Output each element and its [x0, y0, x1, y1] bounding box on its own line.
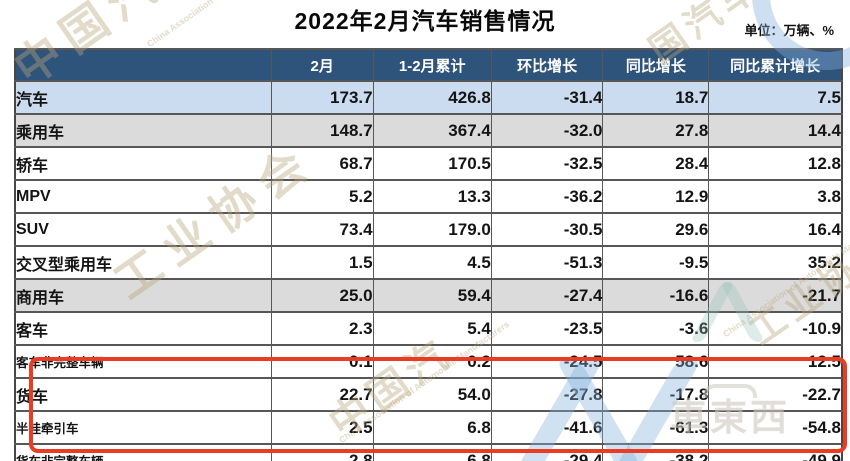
header-row: 2月 1-2月累计 环比增长 同比增长 同比累计增长 [14, 48, 843, 82]
value-cell: -30.5 [490, 212, 604, 247]
row-label: 半挂牵引车 [14, 410, 272, 445]
value-cell: -22.7 [708, 377, 843, 412]
table-row: 乘用车 148.7 367.4 -32.0 27.8 14.4 [14, 113, 843, 148]
value-cell: 4.5 [372, 245, 492, 280]
table-row: 汽车 173.7 426.8 -31.4 18.7 7.5 [14, 80, 843, 115]
value-cell: 16.4 [708, 212, 843, 247]
value-cell: 179.0 [372, 212, 492, 247]
sales-table: 2月 1-2月累计 环比增长 同比增长 同比累计增长 汽车 173.7 426.8 -31.4… [14, 48, 843, 461]
value-cell: 148.7 [270, 113, 374, 148]
value-cell: -29.4 [490, 443, 604, 461]
table-row: 轿车 68.7 170.5 -32.5 28.4 12.8 [14, 146, 843, 181]
table-body: 汽车 173.7 426.8 -31.4 18.7 7.5 乘用车 148.7 367.4 -32… [14, 80, 843, 461]
page-title: 2022年2月汽车销售情况 [294, 8, 556, 34]
table-row: 交叉型乘用车 1.5 4.5 -51.3 -9.5 35.2 [14, 245, 843, 280]
value-cell: 1.5 [270, 245, 374, 280]
table-row: 商用车 25.0 59.4 -27.4 -16.6 -21.7 [14, 278, 843, 313]
value-cell: 5.4 [372, 311, 492, 346]
value-cell: 68.7 [270, 146, 374, 181]
value-cell: -38.2 [602, 443, 710, 461]
table-row: 客车 2.3 5.4 -23.5 -3.6 -10.9 [14, 311, 843, 346]
row-label: 汽车 [14, 80, 272, 115]
value-cell: 2.5 [270, 410, 374, 445]
value-cell: -3.6 [602, 311, 710, 346]
value-cell: 28.4 [602, 146, 710, 181]
table-row: 货车 22.7 54.0 -27.8 -17.8 -22.7 [14, 377, 843, 412]
unit-note: 单位：万辆、% [744, 23, 834, 38]
value-cell: -41.6 [490, 410, 604, 445]
value-cell: 3.8 [708, 179, 843, 214]
value-cell: 58.6 [602, 344, 710, 379]
value-cell: 22.7 [270, 377, 374, 412]
value-cell: 27.8 [602, 113, 710, 148]
value-cell: -54.8 [708, 410, 843, 445]
value-cell: -49.9 [708, 443, 843, 461]
value-cell: 6.8 [372, 443, 492, 461]
column-header: 同比增长 [602, 48, 710, 82]
value-cell: -27.4 [490, 278, 604, 313]
value-cell: -17.8 [602, 377, 710, 412]
value-cell: 14.4 [708, 113, 843, 148]
value-cell: -32.5 [490, 146, 604, 181]
value-cell: 59.4 [372, 278, 492, 313]
column-header: 环比增长 [490, 48, 604, 82]
table-row: 货车非完整车辆2.86.8-29.4-38.2-49.9 [14, 443, 843, 461]
value-cell: -24.5 [490, 344, 604, 379]
value-cell: -32.0 [490, 113, 604, 148]
row-label: MPV [14, 179, 272, 214]
value-cell: 73.4 [270, 212, 374, 247]
value-cell: 12.9 [602, 179, 710, 214]
value-cell: -27.8 [490, 377, 604, 412]
table-row: SUV 73.4 179.0 -30.5 29.6 16.4 [14, 212, 843, 247]
value-cell: 18.7 [602, 80, 710, 115]
value-cell: 29.6 [602, 212, 710, 247]
value-cell: 173.7 [270, 80, 374, 115]
value-cell: 2.8 [270, 443, 374, 461]
value-cell: -21.7 [708, 278, 843, 313]
value-cell: 426.8 [372, 80, 492, 115]
table-row: 半挂牵引车 2.5 6.8 -41.6 -61.3 -54.8 [14, 410, 843, 445]
value-cell: 5.2 [270, 179, 374, 214]
row-label: 轿车 [14, 146, 272, 181]
value-cell: 0.2 [372, 344, 492, 379]
value-cell: -51.3 [490, 245, 604, 280]
row-label: 货车非完整车辆 [14, 443, 272, 461]
value-cell: 7.5 [708, 80, 843, 115]
column-header: 1-2月累计 [372, 48, 492, 82]
table-row: MPV 5.2 13.3 -36.2 12.9 3.8 [14, 179, 843, 214]
column-header: 2月 [270, 48, 374, 82]
column-header: 同比累计增长 [708, 48, 843, 82]
value-cell: -61.3 [602, 410, 710, 445]
value-cell: 54.0 [372, 377, 492, 412]
value-cell: -16.6 [602, 278, 710, 313]
row-label: SUV [14, 212, 272, 247]
row-label: 交叉型乘用车 [14, 245, 272, 280]
table-row: 客车非完整车辆 0.1 0.2 -24.5 58.6 12.5 [14, 344, 843, 379]
value-cell: 13.3 [372, 179, 492, 214]
value-cell: 0.1 [270, 344, 374, 379]
row-label: 客车非完整车辆 [14, 344, 272, 379]
row-label: 货车 [14, 377, 272, 412]
value-cell: 367.4 [372, 113, 492, 148]
corner-header [14, 48, 272, 82]
row-label: 乘用车 [14, 113, 272, 148]
value-cell: 2.3 [270, 311, 374, 346]
value-cell: 170.5 [372, 146, 492, 181]
value-cell: -36.2 [490, 179, 604, 214]
value-cell: 12.8 [708, 146, 843, 181]
value-cell: -31.4 [490, 80, 604, 115]
value-cell: 12.5 [708, 344, 843, 379]
value-cell: 6.8 [372, 410, 492, 445]
row-label: 客车 [14, 311, 272, 346]
value-cell: -9.5 [602, 245, 710, 280]
value-cell: 25.0 [270, 278, 374, 313]
row-label: 商用车 [14, 278, 272, 313]
value-cell: -23.5 [490, 311, 604, 346]
value-cell: 35.2 [708, 245, 843, 280]
value-cell: -10.9 [708, 311, 843, 346]
